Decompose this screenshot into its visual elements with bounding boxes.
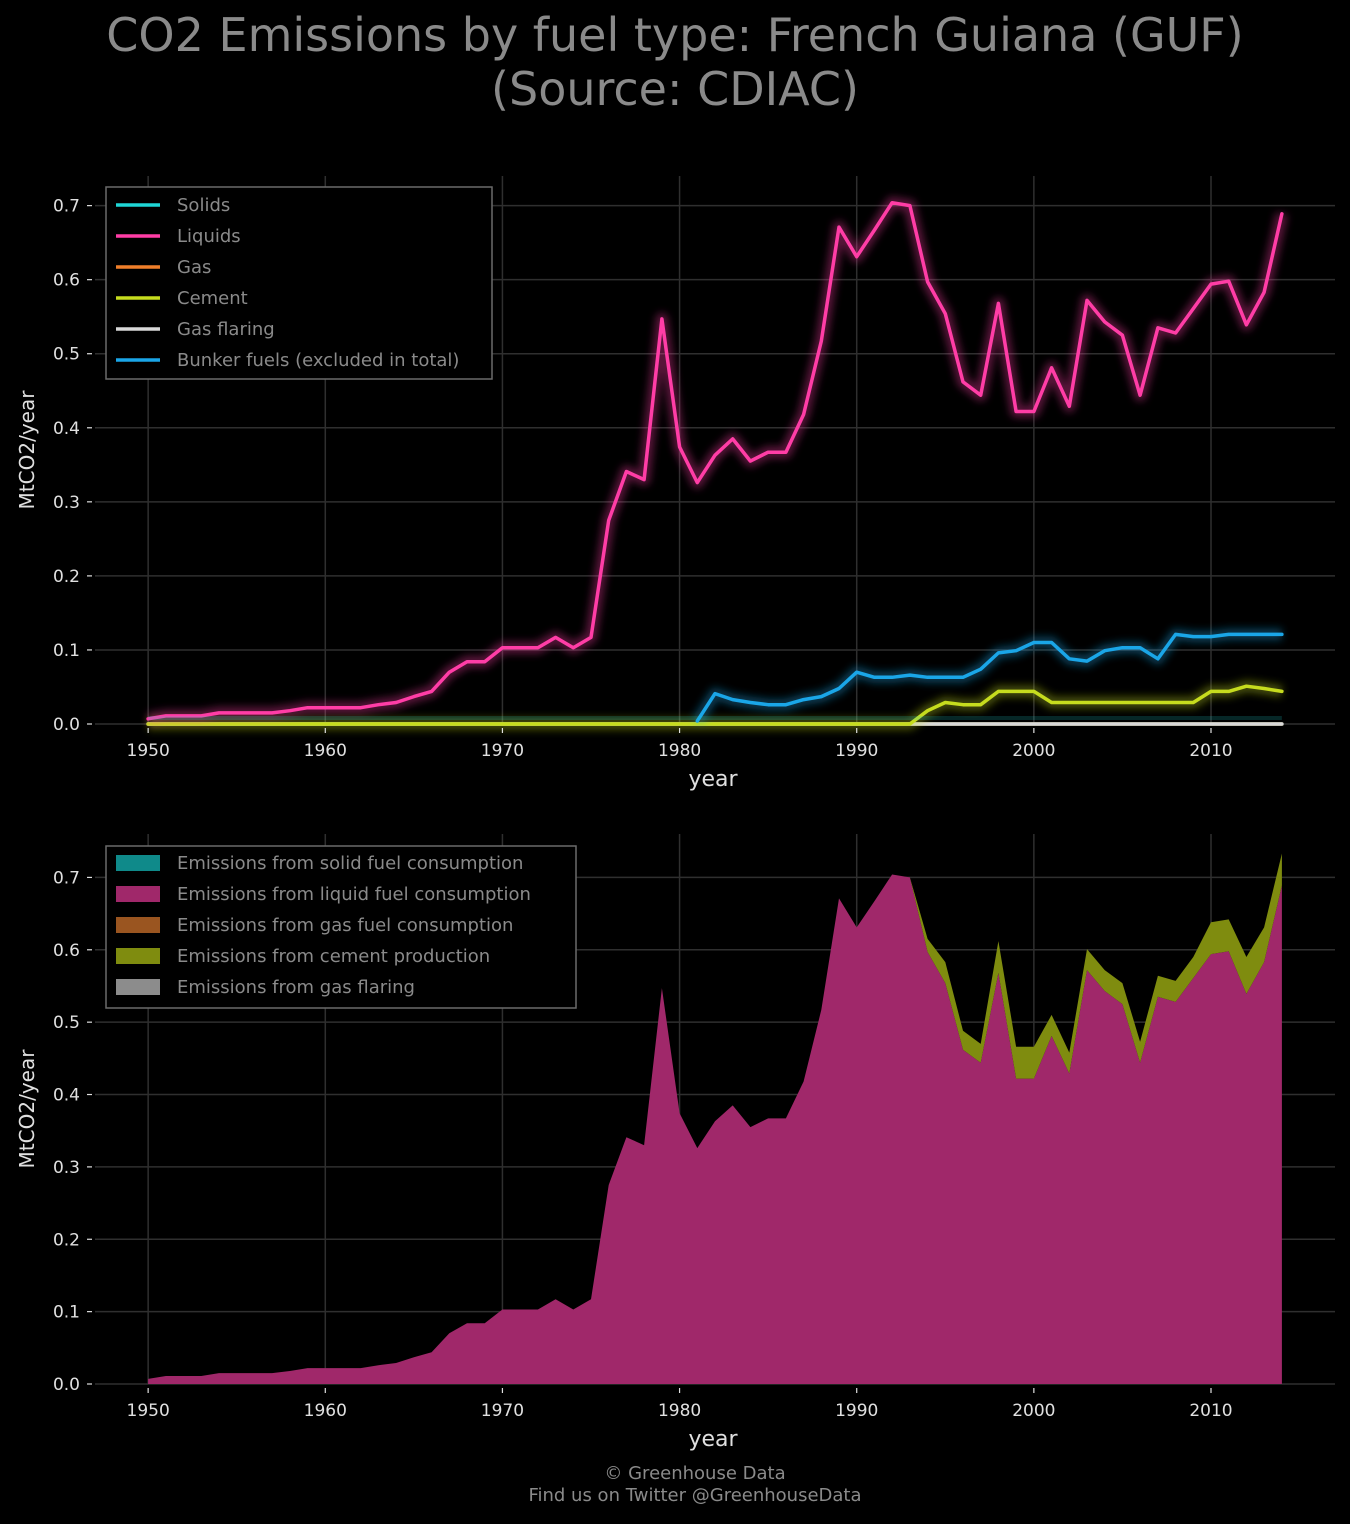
p2-xtick-label: 1950 [127, 1401, 170, 1421]
legend-label-area-flaring: Emissions from gas flaring [177, 977, 415, 998]
p1-xaxis-label: year [688, 767, 738, 792]
p1-ytick-label: 0.4 [53, 419, 80, 439]
legend-swatch-area-liquid [116, 886, 160, 902]
footer: © Greenhouse Data Find us on Twitter @Gr… [0, 1463, 1350, 1507]
p1-ytick-label: 0.2 [53, 567, 80, 587]
legend-swatch-area-gas [116, 917, 160, 933]
p1-ytick-label: 0.3 [53, 493, 80, 513]
legend-swatch-area-flaring [116, 979, 160, 995]
p1-xtick-label: 2000 [1012, 741, 1055, 761]
legend-label-area-cement: Emissions from cement production [177, 946, 490, 967]
p2-ytick-label: 0.3 [53, 1158, 80, 1178]
p1-yaxis-label: MtCO2/year [15, 390, 39, 510]
legend-line-chart: Solids Liquids Gas Cement Gas flaring Bunker … [105, 186, 493, 380]
legend-label-gas: Gas [177, 257, 211, 278]
p2-xaxis-label: year [688, 1427, 738, 1452]
footer-social: Find us on Twitter @GreenhouseData [528, 1485, 862, 1506]
p2-ytick-label: 0.0 [53, 1375, 80, 1395]
p1-xtick-label: 1960 [304, 741, 347, 761]
p1-ytick-label: 0.1 [53, 641, 80, 661]
chart-title: CO2 Emissions by fuel type: French Guian… [0, 8, 1350, 116]
legend-label-solids: Solids [177, 195, 230, 216]
chart-title-line2: (Source: CDIAC) [491, 62, 859, 116]
p2-ytick-label: 0.4 [53, 1086, 80, 1106]
p2-xtick-label: 1960 [304, 1401, 347, 1421]
p2-ytick-label: 0.2 [53, 1230, 80, 1250]
p1-ytick-label: 0.7 [53, 197, 80, 217]
p2-yaxis-label: MtCO2/year [15, 1049, 39, 1169]
legend-label-gas-flaring: Gas flaring [177, 319, 275, 340]
chart-title-line1: CO2 Emissions by fuel type: French Guian… [106, 8, 1244, 62]
p1-ytick-label: 0.0 [53, 715, 80, 735]
p1-xtick-label: 1990 [835, 741, 878, 761]
p2-xtick-label: 1990 [835, 1401, 878, 1421]
p2-ytick-label: 0.1 [53, 1303, 80, 1323]
legend-label-liquids: Liquids [177, 226, 241, 247]
p1-xtick-label: 2010 [1189, 741, 1232, 761]
p2-xtick-label: 2000 [1012, 1401, 1055, 1421]
p2-ytick-label: 0.6 [53, 941, 80, 961]
legend-label-bunker: Bunker fuels (excluded in total) [177, 350, 459, 371]
legend-label-area-solid: Emissions from solid fuel consumption [177, 853, 523, 874]
p1-ytick-label: 0.5 [53, 345, 80, 365]
p2-xtick-label: 1980 [658, 1401, 701, 1421]
series-line-bunker [695, 632, 1284, 723]
series-line-cement [146, 684, 1284, 726]
area-area-liquid [148, 874, 1282, 1384]
legend-area-chart: Emissions from solid fuel consumption Emi… [105, 845, 577, 1009]
p2-xtick-label: 1970 [481, 1401, 524, 1421]
p2-ytick-label: 0.7 [53, 868, 80, 888]
legend-label-area-liquid: Emissions from liquid fuel consumption [177, 884, 531, 905]
p1-xtick-label: 1980 [658, 741, 701, 761]
legend-swatch-area-solid [116, 855, 160, 871]
legend-box [105, 845, 577, 1009]
legend-label-cement: Cement [177, 288, 248, 309]
p2-xtick-label: 2010 [1189, 1401, 1232, 1421]
p2-ytick-label: 0.5 [53, 1013, 80, 1033]
legend-label-area-gas: Emissions from gas fuel consumption [177, 915, 513, 936]
legend-box [105, 186, 493, 380]
area-chart-panel: 1950 1960 1970 1980 1990 2000 2010 0.0 0.1 0.2 0.3… [15, 834, 1335, 1452]
series-line-liquids [146, 200, 1284, 721]
p1-ytick-label: 0.6 [53, 271, 80, 291]
footer-credit: © Greenhouse Data [604, 1463, 786, 1484]
p1-xtick-label: 1970 [481, 741, 524, 761]
line-chart-panel: 1950 1960 1970 1980 1990 2000 2010 0.0 0.1 0.2 0.3… [15, 176, 1335, 792]
legend-swatch-area-cement [116, 948, 160, 964]
p1-xtick-label: 1950 [127, 741, 170, 761]
